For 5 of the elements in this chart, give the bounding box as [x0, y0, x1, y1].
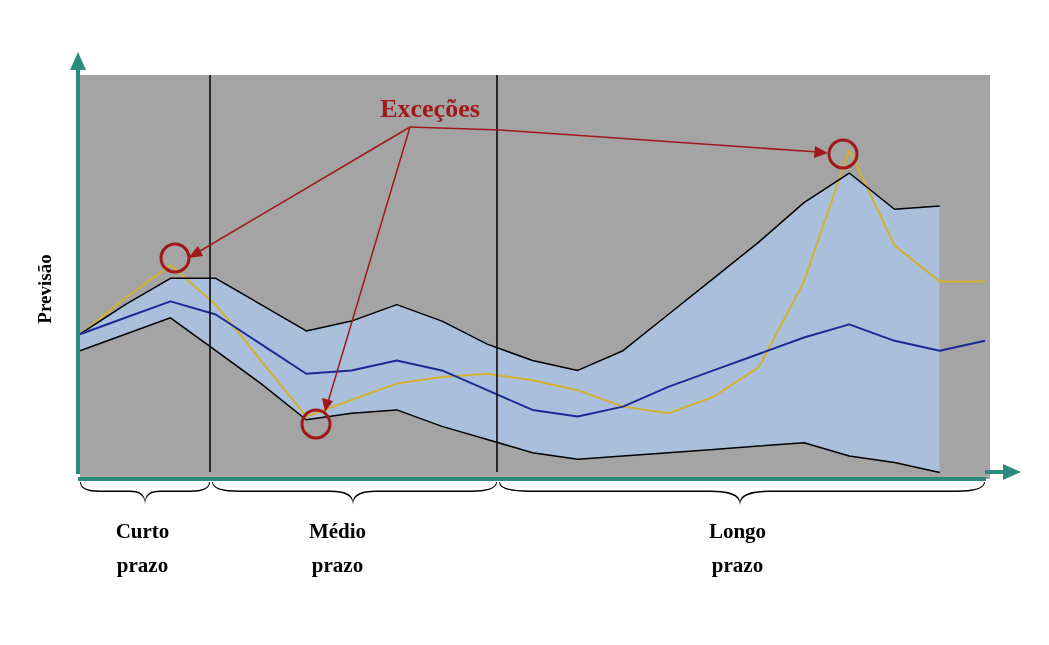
text: Curto prazo — [114, 518, 171, 579]
y-axis-title: Previsão — [34, 253, 56, 326]
text: Médio prazo — [307, 518, 368, 579]
text: Exceções — [379, 93, 481, 125]
text: Longo prazo — [707, 518, 768, 579]
